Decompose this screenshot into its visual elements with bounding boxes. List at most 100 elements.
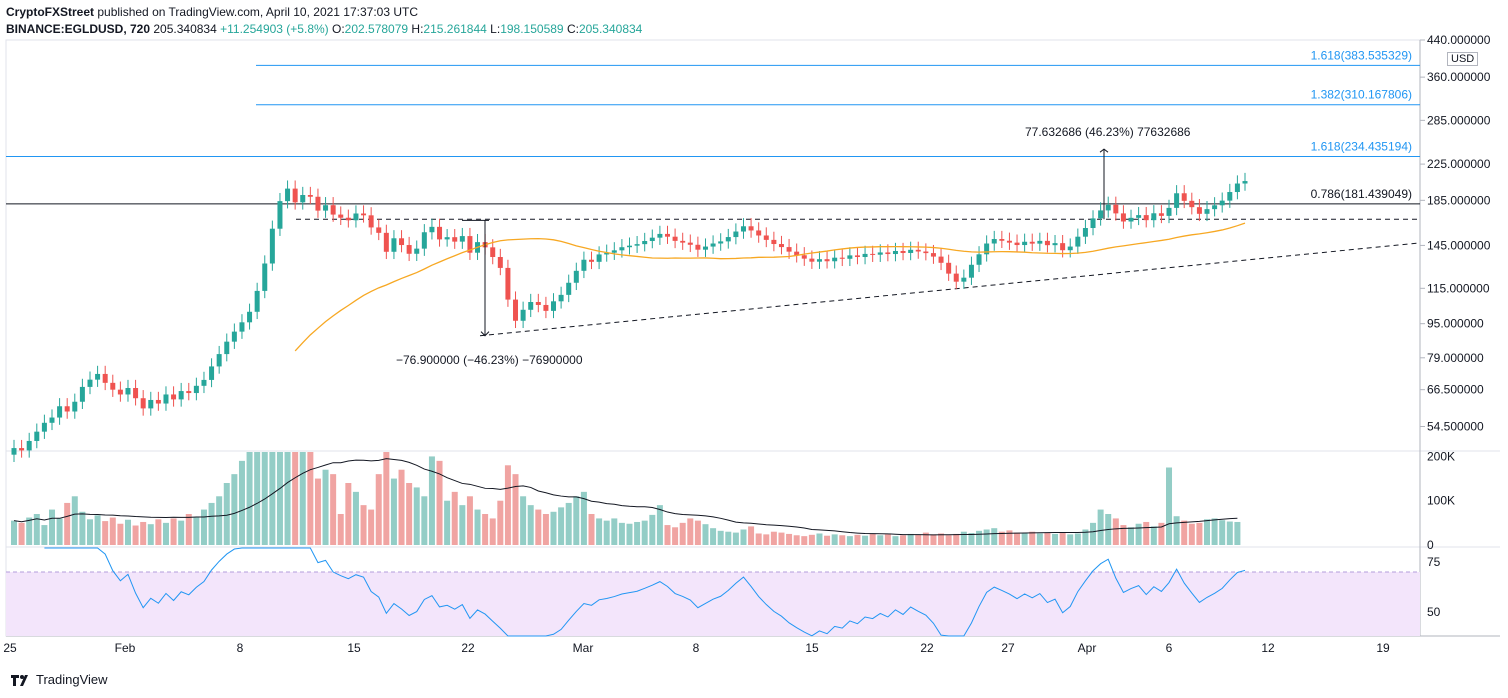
volume-bar [421, 496, 428, 545]
low-value: 198.150589 [500, 22, 564, 36]
candle-body [467, 236, 473, 253]
volume-bar [466, 496, 473, 545]
volume-bar [497, 500, 504, 545]
candle-body [543, 304, 549, 311]
candle-body [163, 394, 169, 404]
candle-body [178, 391, 184, 400]
volume-bar [398, 469, 405, 545]
candle-body [961, 277, 967, 282]
candle-body [452, 237, 458, 242]
volume-bar [664, 525, 671, 545]
candle-body [596, 254, 602, 262]
volume-bar [86, 519, 93, 545]
volume-bar [383, 452, 390, 545]
volume-bar [64, 502, 71, 545]
candle-body [794, 251, 800, 256]
candle-body [923, 251, 929, 254]
volume-bar [459, 505, 466, 545]
volume-bar [474, 509, 481, 545]
time-tick-label: 15 [805, 641, 819, 655]
candle-body [72, 401, 78, 412]
volume-bar [162, 522, 169, 545]
candle-body [1204, 209, 1210, 214]
candle-body [756, 230, 762, 236]
candle-body [1196, 207, 1202, 214]
candle-body [710, 243, 716, 247]
fib-level-label: 0.786(181.439049) [1311, 187, 1412, 201]
candle-body [885, 252, 891, 255]
measure-up-arrow [1099, 148, 1109, 153]
candle-body [148, 399, 154, 409]
volume-bar [907, 533, 914, 545]
volume-bar [520, 496, 527, 545]
candle-body [1158, 213, 1164, 216]
volume-bar [1226, 521, 1233, 545]
candle-body [733, 231, 739, 238]
currency-badge: USD [1447, 52, 1479, 66]
volume-bar [216, 496, 223, 545]
volume-bar [953, 533, 960, 545]
volume-bar [892, 536, 899, 545]
candle-body [664, 233, 670, 237]
candle-body [870, 253, 876, 255]
rsi-pane [6, 547, 1420, 637]
volume-bar [535, 509, 542, 545]
candle-body [573, 270, 579, 283]
open-value: 202.578079 [344, 22, 409, 36]
volume-bar [1074, 533, 1081, 545]
candle-body [406, 245, 412, 254]
high-label: H: [411, 22, 424, 36]
volume-bar [390, 478, 397, 545]
volume-bar [915, 534, 922, 545]
candle-body [824, 259, 830, 262]
candle-body [771, 239, 777, 245]
time-tick-label: 25 [3, 641, 17, 655]
ma-line [294, 222, 1246, 352]
candle-body [64, 406, 70, 412]
volume-bar [413, 487, 420, 545]
candles [11, 172, 1248, 462]
volume-bar [740, 529, 747, 545]
volume-bar [618, 522, 625, 545]
high-value: 215.261844 [423, 22, 487, 36]
measure-down-label: −76.900000 (−46.23%) −76900000 [396, 353, 583, 367]
low-label: L: [490, 22, 501, 36]
candle-body [11, 448, 17, 455]
volume-bar [1052, 533, 1059, 545]
candle-body [391, 238, 397, 252]
candle-body [140, 398, 146, 409]
candle-body [1234, 183, 1240, 193]
price-tick-label: 185.000000 [1427, 193, 1491, 207]
candle-body [999, 239, 1005, 241]
volume-bar [710, 528, 717, 545]
volume-bar [330, 474, 337, 545]
candle-body [19, 448, 25, 451]
volume-bar [732, 532, 739, 545]
volume-bar [375, 474, 382, 545]
volume-bar [18, 522, 25, 545]
volume-bar [269, 452, 276, 545]
time-tick-label: 12 [1261, 641, 1275, 655]
volume-bar [679, 522, 686, 545]
volume-bar [223, 483, 230, 545]
moving-average [294, 222, 1246, 352]
fib-level-label: 1.618(234.435194) [1311, 140, 1412, 154]
candle-body [984, 243, 990, 255]
candle-body [285, 188, 291, 202]
volume-bar [801, 536, 808, 545]
candle-body [1090, 218, 1096, 229]
candle-body [376, 227, 382, 233]
candle-body [528, 302, 534, 310]
volume-bar [170, 518, 177, 545]
volume-bar [702, 524, 709, 545]
rsi-tick-label: 50 [1427, 605, 1441, 619]
candle-body [262, 263, 268, 291]
candle-body [1082, 228, 1088, 237]
candle-body [634, 244, 640, 246]
footer-brand[interactable]: TradingView [10, 672, 108, 687]
volume-bar [930, 534, 937, 545]
tradingview-logo-icon [11, 674, 28, 686]
price-tick-label: 360.000000 [1427, 70, 1491, 84]
publisher-name[interactable]: CryptoFXStreet [6, 5, 95, 19]
